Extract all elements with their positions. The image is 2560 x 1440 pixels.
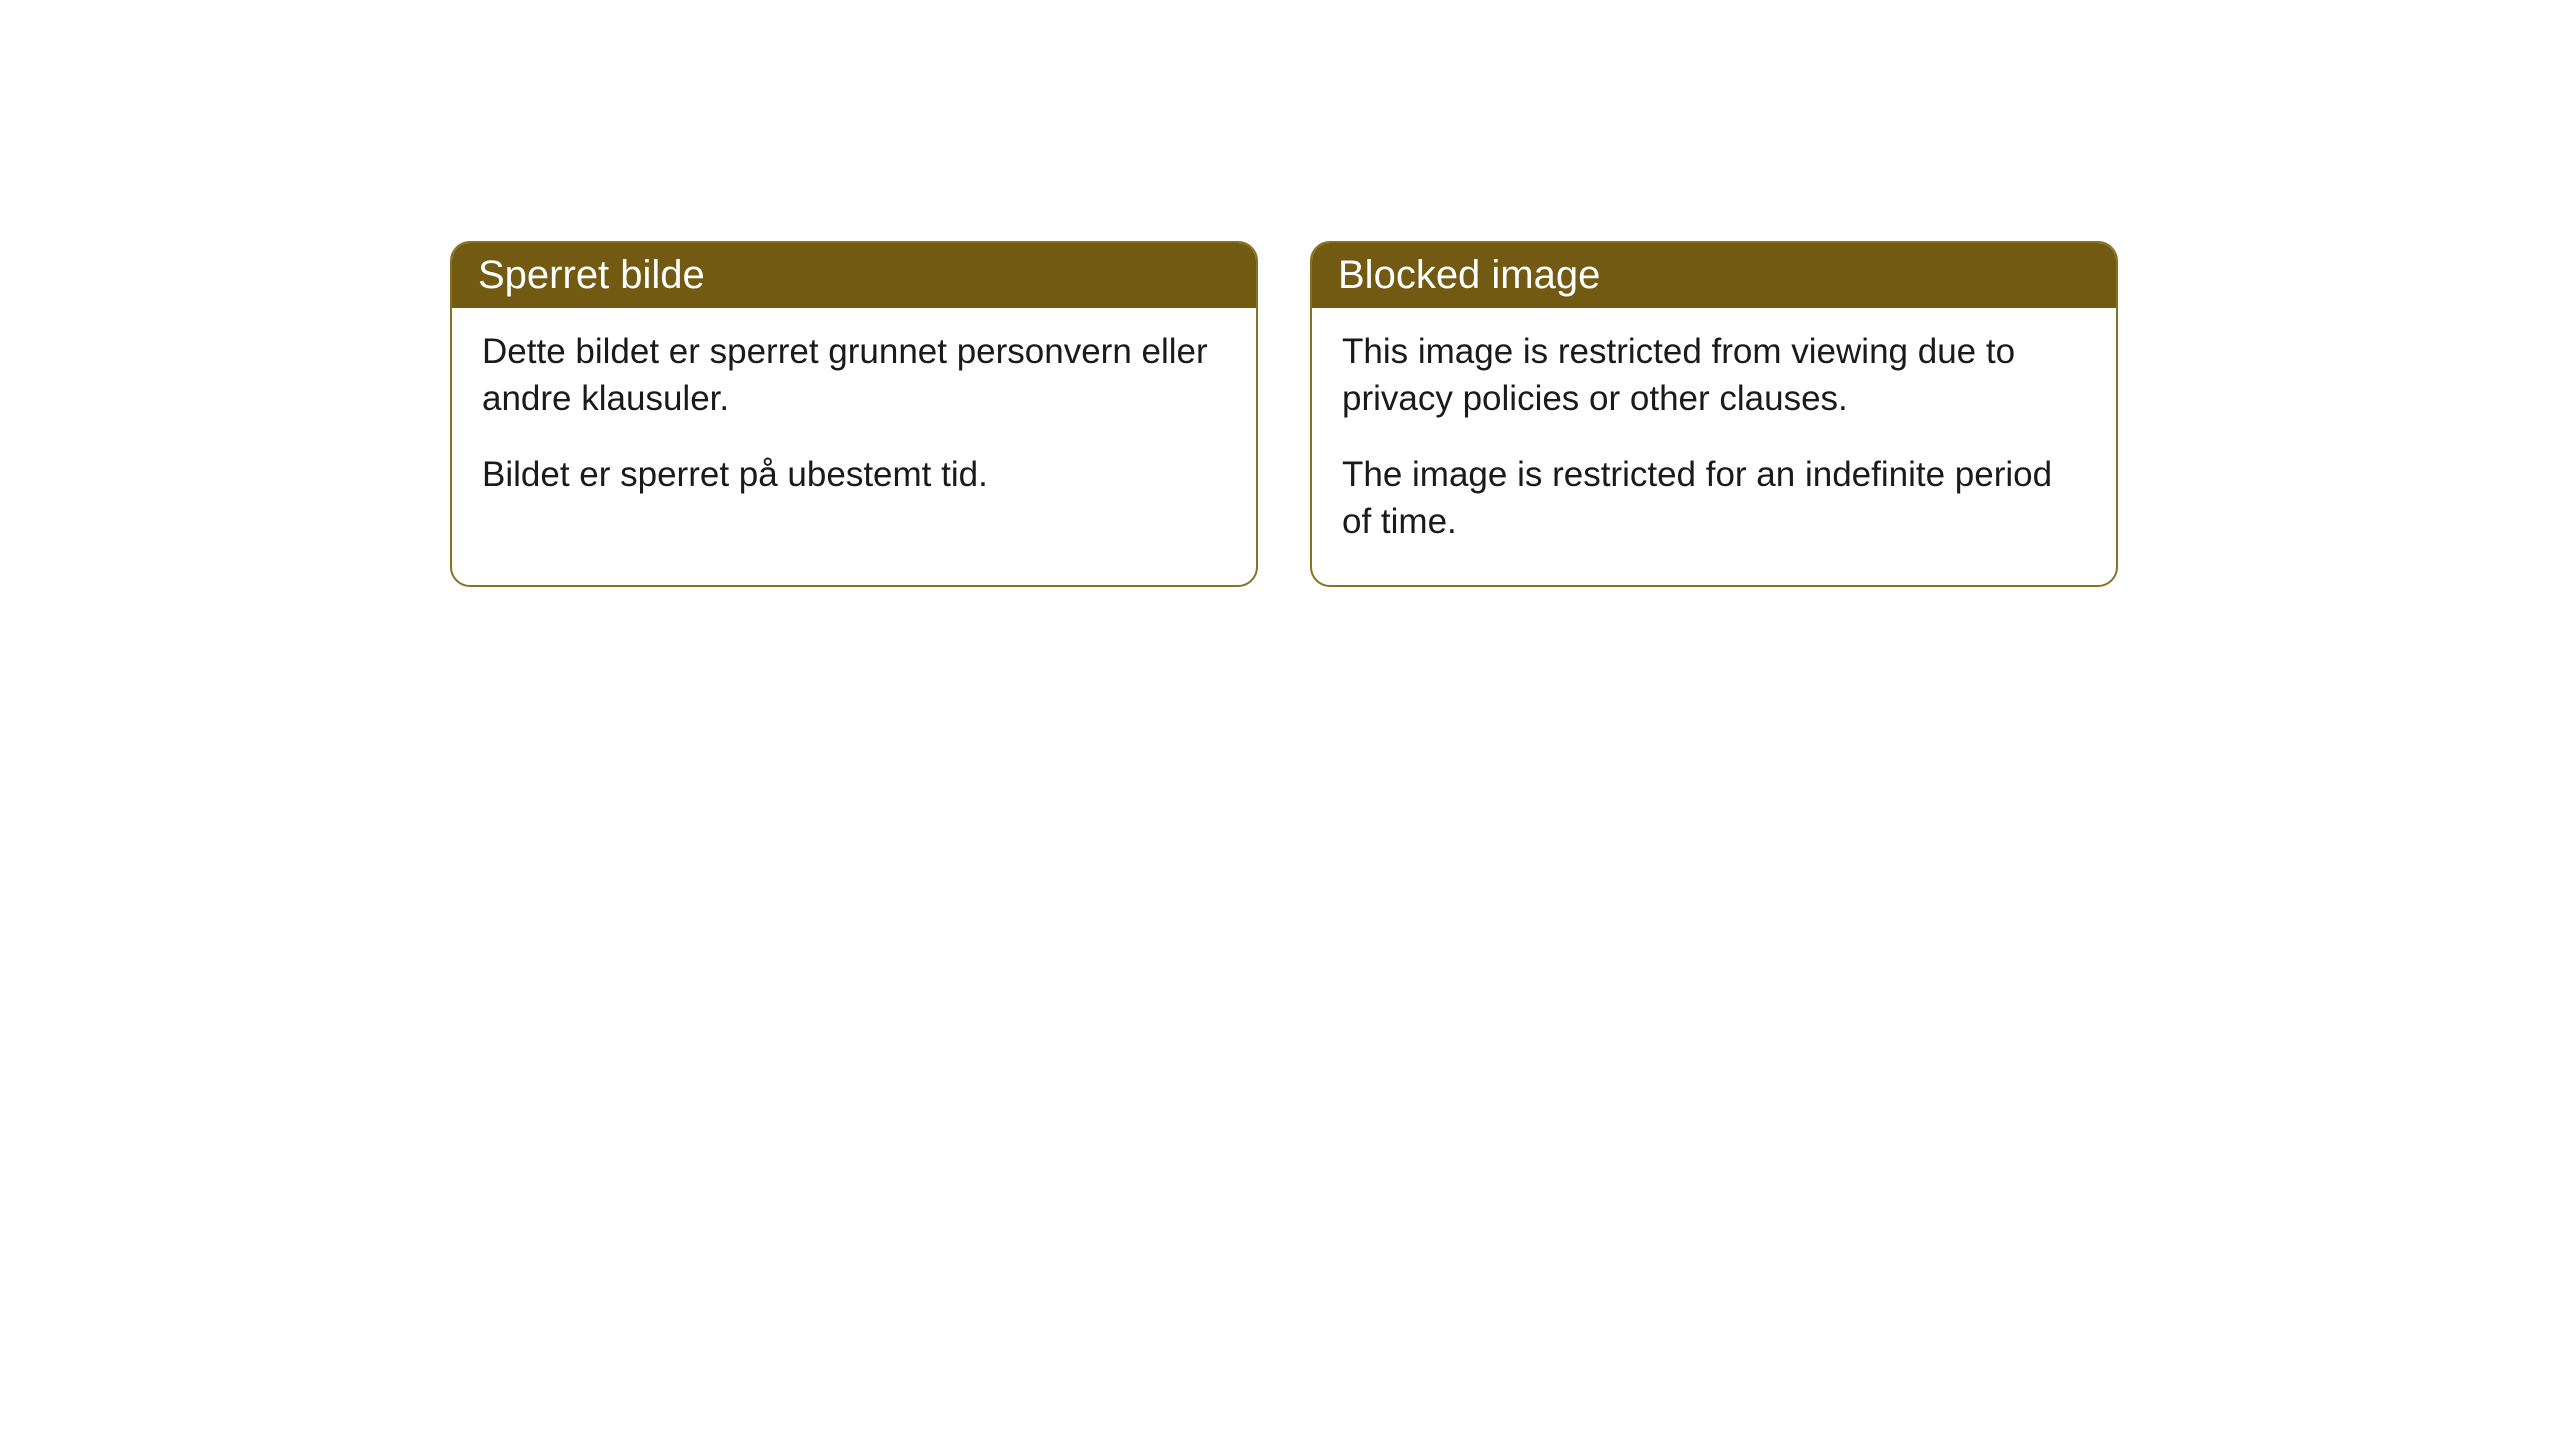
card-body: This image is restricted from viewing du…	[1312, 308, 2116, 585]
card-header: Sperret bilde	[452, 243, 1256, 308]
notice-card-english: Blocked image This image is restricted f…	[1310, 241, 2118, 587]
card-paragraph-1: Dette bildet er sperret grunnet personve…	[482, 328, 1226, 423]
card-header: Blocked image	[1312, 243, 2116, 308]
card-title: Blocked image	[1338, 253, 1600, 297]
notice-card-norwegian: Sperret bilde Dette bildet er sperret gr…	[450, 241, 1258, 587]
card-paragraph-1: This image is restricted from viewing du…	[1342, 328, 2086, 423]
card-title: Sperret bilde	[478, 253, 705, 297]
card-paragraph-2: The image is restricted for an indefinit…	[1342, 451, 2086, 546]
card-paragraph-2: Bildet er sperret på ubestemt tid.	[482, 451, 1226, 498]
card-body: Dette bildet er sperret grunnet personve…	[452, 308, 1256, 538]
notice-cards-container: Sperret bilde Dette bildet er sperret gr…	[450, 241, 2118, 587]
